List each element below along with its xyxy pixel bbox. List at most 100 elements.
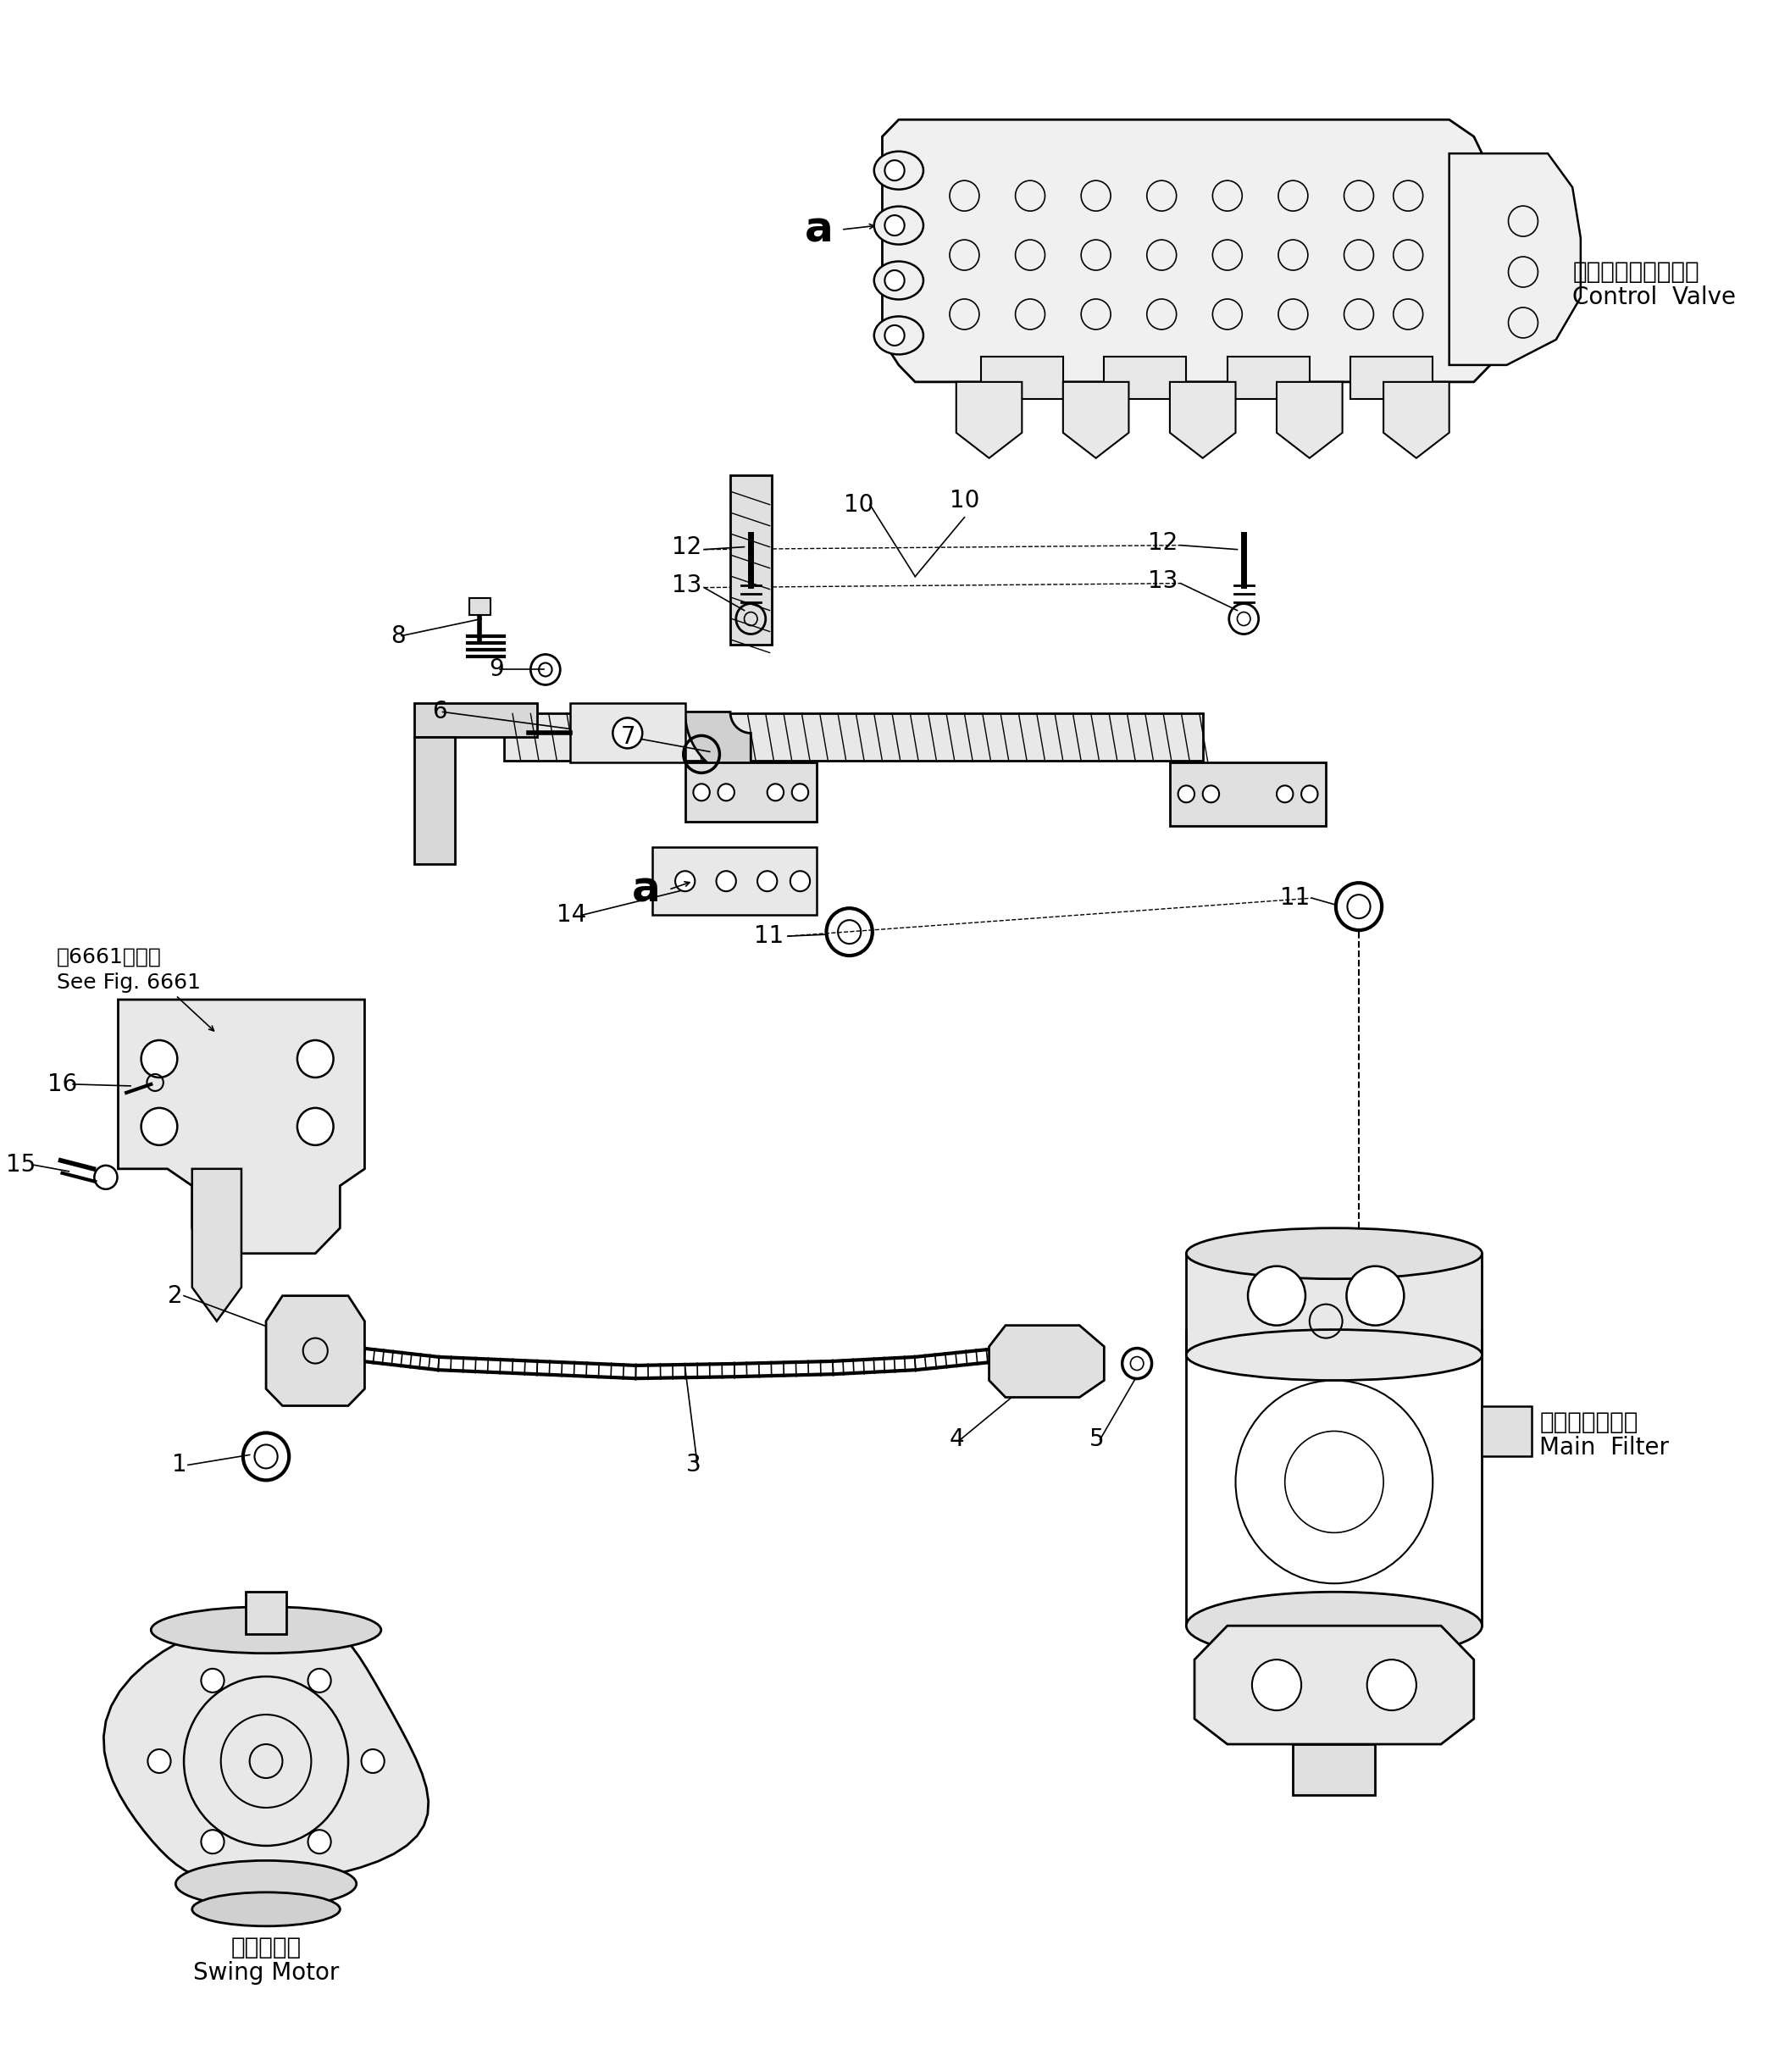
Circle shape xyxy=(716,870,735,891)
Bar xyxy=(469,597,490,615)
Circle shape xyxy=(202,1668,225,1693)
Ellipse shape xyxy=(193,1892,339,1927)
Text: 12: 12 xyxy=(672,535,702,559)
Circle shape xyxy=(884,215,905,236)
Circle shape xyxy=(297,1040,334,1077)
Ellipse shape xyxy=(1186,1591,1482,1660)
Circle shape xyxy=(1347,1266,1404,1326)
Circle shape xyxy=(1301,785,1317,802)
Text: 11: 11 xyxy=(1280,887,1310,910)
Circle shape xyxy=(613,717,642,748)
Polygon shape xyxy=(414,738,454,864)
Text: 旋回モータ: 旋回モータ xyxy=(232,1935,301,1960)
Polygon shape xyxy=(988,1326,1105,1397)
Ellipse shape xyxy=(1186,1229,1482,1278)
Text: 1: 1 xyxy=(171,1452,186,1477)
Circle shape xyxy=(675,870,695,891)
Circle shape xyxy=(308,1668,331,1693)
Circle shape xyxy=(757,870,778,891)
Polygon shape xyxy=(1384,381,1450,458)
Polygon shape xyxy=(652,847,817,916)
Text: 7: 7 xyxy=(621,725,636,750)
Circle shape xyxy=(1276,785,1292,802)
Text: a: a xyxy=(631,870,661,910)
Circle shape xyxy=(308,1830,331,1854)
Text: Control  Valve: Control Valve xyxy=(1572,286,1736,309)
Text: 13: 13 xyxy=(1147,570,1177,593)
Polygon shape xyxy=(882,120,1490,381)
Polygon shape xyxy=(1170,762,1326,827)
Bar xyxy=(1292,1745,1376,1794)
Bar xyxy=(1227,356,1310,400)
Circle shape xyxy=(792,783,808,800)
Bar xyxy=(246,1591,286,1635)
Polygon shape xyxy=(1450,153,1581,365)
Circle shape xyxy=(141,1109,177,1146)
Polygon shape xyxy=(1195,1627,1475,1745)
Text: 4: 4 xyxy=(949,1428,964,1452)
Circle shape xyxy=(1367,1660,1416,1709)
Polygon shape xyxy=(956,381,1022,458)
Text: 2: 2 xyxy=(168,1285,182,1307)
Bar xyxy=(1351,356,1432,400)
Polygon shape xyxy=(1170,381,1236,458)
Polygon shape xyxy=(569,704,684,762)
Text: Swing Motor: Swing Motor xyxy=(193,1960,339,1985)
Text: 11: 11 xyxy=(753,924,783,949)
Polygon shape xyxy=(1276,381,1342,458)
Text: 16: 16 xyxy=(48,1073,78,1096)
Polygon shape xyxy=(118,999,364,1254)
Text: 10: 10 xyxy=(949,489,979,512)
Polygon shape xyxy=(104,1614,428,1883)
Ellipse shape xyxy=(1186,1330,1482,1380)
Circle shape xyxy=(767,783,783,800)
Bar xyxy=(1105,356,1186,400)
Text: 8: 8 xyxy=(391,624,405,649)
Circle shape xyxy=(1177,785,1195,802)
Bar xyxy=(981,356,1063,400)
Ellipse shape xyxy=(175,1861,357,1906)
Circle shape xyxy=(1248,1266,1305,1326)
Text: 15: 15 xyxy=(5,1152,35,1177)
Text: See Fig. 6661: See Fig. 6661 xyxy=(57,972,200,992)
Text: 13: 13 xyxy=(672,574,702,597)
Polygon shape xyxy=(684,713,751,779)
Bar xyxy=(1186,1254,1482,1355)
Circle shape xyxy=(693,783,709,800)
Circle shape xyxy=(1202,785,1220,802)
Polygon shape xyxy=(1063,381,1128,458)
Circle shape xyxy=(141,1040,177,1077)
Circle shape xyxy=(884,325,905,346)
Ellipse shape xyxy=(873,151,923,189)
Circle shape xyxy=(718,783,734,800)
Polygon shape xyxy=(414,704,537,738)
Text: コントロールバルブ: コントロールバルブ xyxy=(1572,261,1699,284)
Bar xyxy=(504,713,1202,760)
Circle shape xyxy=(1252,1660,1301,1709)
Text: 第6661図参照: 第6661図参照 xyxy=(57,947,161,968)
Circle shape xyxy=(202,1830,225,1854)
Text: 14: 14 xyxy=(557,903,587,926)
Text: 3: 3 xyxy=(686,1452,702,1477)
Text: 12: 12 xyxy=(1147,530,1177,555)
Text: 6: 6 xyxy=(431,700,447,723)
Circle shape xyxy=(884,269,905,290)
Text: 9: 9 xyxy=(490,657,504,682)
Circle shape xyxy=(361,1749,384,1774)
Text: a: a xyxy=(804,209,833,251)
Ellipse shape xyxy=(873,207,923,244)
Polygon shape xyxy=(684,762,817,823)
Circle shape xyxy=(790,870,810,891)
Circle shape xyxy=(149,1749,171,1774)
Circle shape xyxy=(884,160,905,180)
Text: メインフィルタ: メインフィルタ xyxy=(1540,1411,1639,1434)
Ellipse shape xyxy=(150,1606,382,1653)
Ellipse shape xyxy=(873,317,923,354)
Text: 10: 10 xyxy=(843,493,873,516)
Polygon shape xyxy=(265,1295,364,1405)
Bar xyxy=(1482,1405,1531,1457)
Polygon shape xyxy=(730,474,771,644)
Ellipse shape xyxy=(873,261,923,300)
Text: 5: 5 xyxy=(1089,1428,1105,1452)
Polygon shape xyxy=(193,1169,242,1322)
